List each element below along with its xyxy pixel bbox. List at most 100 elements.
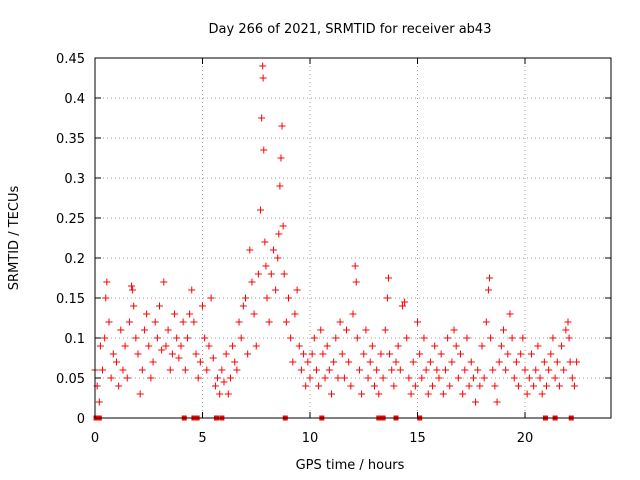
data-point xyxy=(280,270,288,278)
data-point xyxy=(564,318,572,326)
data-point xyxy=(203,366,211,374)
data-point xyxy=(512,358,520,366)
data-point xyxy=(351,262,359,270)
data-point xyxy=(358,390,366,398)
data-point xyxy=(491,382,499,390)
y-tick-label: 0.05 xyxy=(56,372,85,387)
data-point xyxy=(237,334,245,342)
data-point xyxy=(207,294,215,302)
data-point xyxy=(312,366,320,374)
data-point xyxy=(409,358,417,366)
data-point xyxy=(429,382,437,390)
data-point xyxy=(502,366,510,374)
data-point xyxy=(401,298,409,306)
plot-frame xyxy=(94,57,612,419)
data-point xyxy=(555,382,563,390)
data-point xyxy=(209,354,217,362)
data-point xyxy=(515,382,523,390)
x-tick-label: 20 xyxy=(517,431,534,446)
data-point xyxy=(484,286,492,294)
data-point xyxy=(188,286,196,294)
data-point xyxy=(467,358,475,366)
axis-ticks xyxy=(94,57,611,419)
data-point xyxy=(123,374,131,382)
tick-labels: 0 0.05 0.1 0.15 0.2 0.25 0.3 0.35 0.4 0.45 0 5 10 15 2… xyxy=(56,52,533,446)
data-point xyxy=(96,342,104,350)
data-point xyxy=(119,366,127,374)
data-point xyxy=(353,334,361,342)
data-point xyxy=(444,334,452,342)
data-point xyxy=(386,350,394,358)
data-point xyxy=(186,310,194,318)
data-point xyxy=(248,278,256,286)
data-point xyxy=(199,302,206,310)
data-point xyxy=(140,326,148,334)
data-point xyxy=(279,222,287,230)
data-point xyxy=(107,374,115,382)
data-point xyxy=(102,294,110,302)
data-point xyxy=(257,206,265,214)
data-point xyxy=(222,350,230,358)
data-point xyxy=(521,366,529,374)
data-point xyxy=(454,374,462,382)
data-point xyxy=(383,294,391,302)
data-point xyxy=(461,366,469,374)
data-point xyxy=(121,342,129,350)
data-point xyxy=(145,342,153,350)
data-point xyxy=(239,302,247,310)
data-point xyxy=(323,342,331,350)
data-point xyxy=(431,342,439,350)
data-point xyxy=(291,310,299,318)
data-point xyxy=(304,358,312,366)
data-point xyxy=(396,366,404,374)
data-point xyxy=(489,366,497,374)
data-point xyxy=(214,374,222,382)
data-point xyxy=(418,374,426,382)
data-point xyxy=(523,390,531,398)
y-tick-label: 0.4 xyxy=(64,92,85,107)
data-point xyxy=(158,346,166,354)
chart-title: Day 266 of 2021, SRMTID for receiver ab4… xyxy=(209,22,492,37)
data-point xyxy=(330,358,338,366)
y-tick-label: 0.25 xyxy=(56,212,85,227)
data-point xyxy=(95,398,103,406)
x-tick-label: 15 xyxy=(409,431,426,446)
data-point xyxy=(113,358,120,366)
data-point xyxy=(149,358,157,366)
data-point xyxy=(349,310,357,318)
data-point xyxy=(398,302,406,310)
data-point xyxy=(287,334,295,342)
data-point xyxy=(487,334,495,342)
data-point xyxy=(534,342,542,350)
data-point xyxy=(261,238,269,246)
data-point xyxy=(276,182,284,190)
data-point xyxy=(504,350,512,358)
data-point xyxy=(360,350,368,358)
data-point xyxy=(448,358,456,366)
data-point xyxy=(103,278,111,286)
data-point xyxy=(450,326,458,334)
data-point xyxy=(125,318,133,326)
data-point xyxy=(493,398,501,406)
data-point xyxy=(275,230,283,238)
data-point xyxy=(117,326,125,334)
y-tick-label: 0.1 xyxy=(64,332,85,347)
data-point xyxy=(130,302,138,310)
data-point xyxy=(115,382,123,390)
grid-lines xyxy=(95,58,611,418)
data-point xyxy=(452,342,460,350)
data-point xyxy=(543,382,550,390)
data-point xyxy=(407,390,415,398)
data-point xyxy=(565,334,573,342)
data-point xyxy=(422,366,430,374)
data-point xyxy=(352,278,360,286)
data-point xyxy=(536,374,544,382)
data-point xyxy=(562,326,570,334)
data-point xyxy=(411,382,419,390)
data-point xyxy=(426,358,434,366)
data-point xyxy=(334,374,342,382)
data-point xyxy=(101,334,109,342)
data-point xyxy=(506,310,514,318)
data-point xyxy=(566,358,574,366)
data-point xyxy=(371,382,378,390)
